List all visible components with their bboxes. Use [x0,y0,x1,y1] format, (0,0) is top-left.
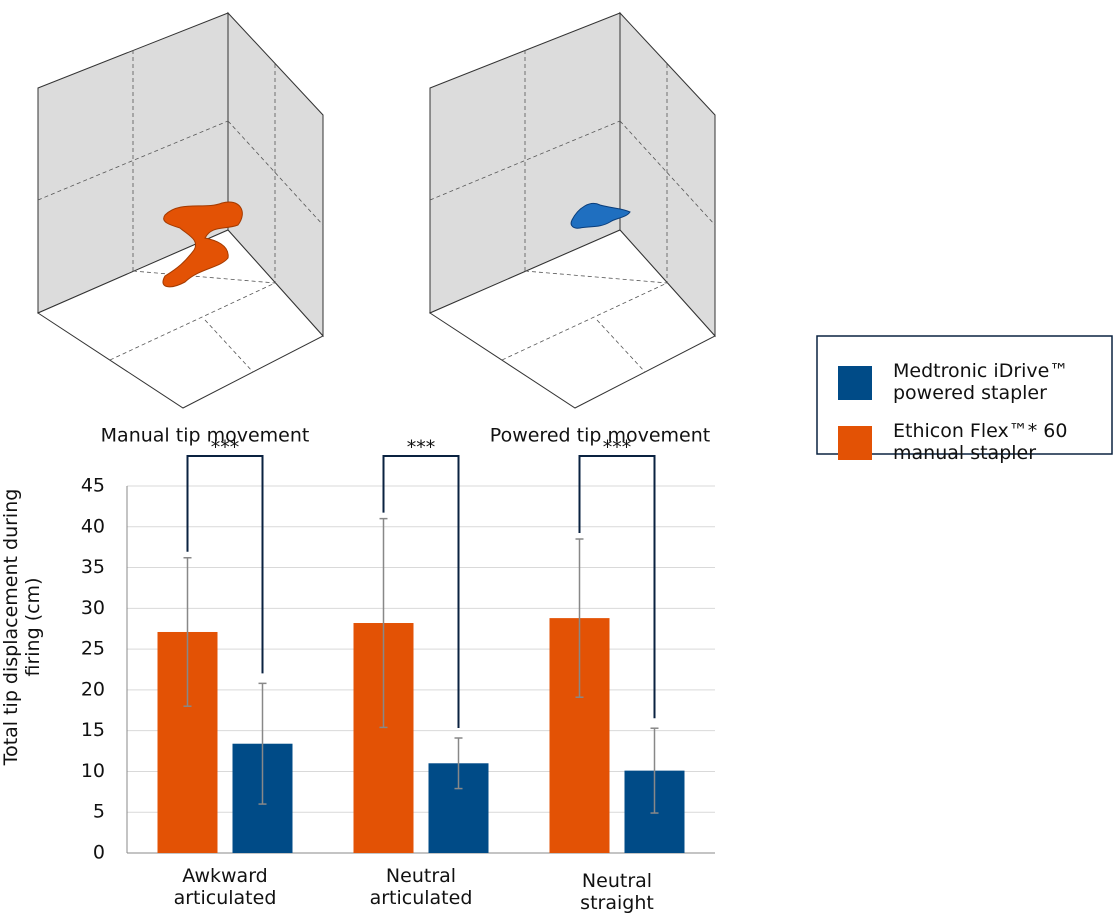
significance-label: *** [603,437,632,459]
error-bar [650,727,659,814]
illustrations [36,11,716,409]
grid-dash [109,282,276,361]
blue-trace [570,203,631,229]
grid-dash [596,319,646,373]
grid-dash [619,120,716,226]
y-tick-label: 35 [81,556,105,578]
significance-bracket [382,455,460,729]
error-bar [379,517,388,729]
error-bar [258,682,267,805]
legend-label: Ethicon Flex™* 60 manual stapler [893,420,1068,464]
caption: Manual tip movement [101,425,310,447]
caption: Powered tip movement [490,425,710,447]
x-tick-label: Awkward articulated [173,865,277,909]
y-axis-label: Total tip displacement during firing (cm… [0,488,44,766]
y-tick-label: 25 [81,638,105,660]
grid-dash [501,282,668,361]
error-bar [575,538,584,698]
orange-trace [162,201,243,288]
grid-dash [37,120,229,201]
floor [36,229,324,409]
y-tick-label: 45 [81,475,105,497]
legend-label: Medtronic iDrive™ powered stapler [893,360,1069,404]
error-bar [183,557,192,707]
significance-bracket [578,455,656,719]
grid-dash [204,319,254,373]
significance-label: *** [407,437,436,459]
x-tick-label: Neutral articulated [369,865,473,909]
significance-bracket [186,455,264,674]
legend-swatch [838,426,872,460]
legend-swatch [838,366,872,400]
y-tick-label: 30 [81,597,105,619]
y-tick-label: 40 [81,515,105,537]
y-tick-label: 0 [93,842,105,864]
y-tick-label: 15 [81,719,105,741]
floor [428,229,716,409]
grid-dash [227,120,324,226]
error-bar [454,737,463,790]
y-tick-label: 10 [81,760,105,782]
y-tick-label: 5 [93,801,105,823]
significance-label: *** [211,437,240,459]
grid-dash [429,120,621,201]
grid-dash [524,270,668,284]
grid-dash [132,270,276,284]
x-tick-label: Neutral straight [580,870,654,914]
y-tick-label: 20 [81,678,105,700]
